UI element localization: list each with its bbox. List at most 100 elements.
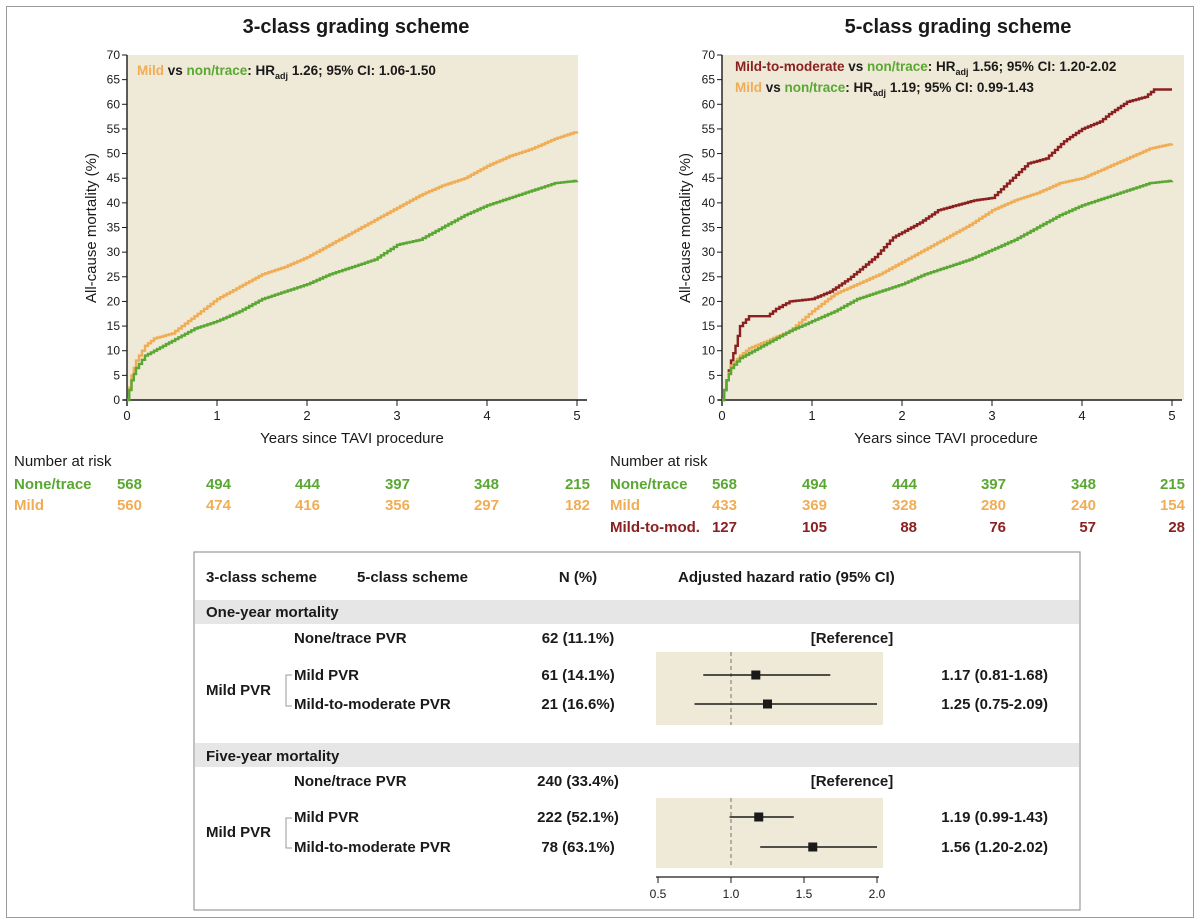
- y-tick-label: 10: [107, 344, 121, 358]
- section-title: Five-year mortality: [206, 748, 340, 765]
- forest-tick-label: 1.0: [723, 887, 740, 901]
- risk-row-label: None/trace: [610, 476, 688, 493]
- row-n-percent: 61 (14.1%): [541, 667, 614, 684]
- y-tick-label: 70: [702, 48, 716, 62]
- x-tick-label: 0: [123, 408, 130, 423]
- y-tick-label: 45: [702, 171, 716, 185]
- row-n-percent: 222 (52.1%): [537, 809, 619, 826]
- y-tick-label: 35: [107, 221, 121, 235]
- y-tick-label: 35: [702, 221, 716, 235]
- risk-value: 433: [712, 497, 737, 514]
- risk-value: 182: [565, 497, 590, 514]
- row-ci-text: [Reference]: [811, 630, 894, 647]
- risk-value: 328: [892, 497, 917, 514]
- risk-value: 560: [117, 497, 142, 514]
- x-axis-label: Years since TAVI procedure: [260, 430, 444, 447]
- risk-value: 474: [206, 497, 232, 514]
- risk-value: 397: [385, 476, 410, 493]
- x-tick-label: 1: [808, 408, 815, 423]
- row-label: None/trace PVR: [294, 773, 407, 790]
- series-line-none_trace: [127, 179, 579, 402]
- y-tick-label: 0: [113, 393, 120, 407]
- x-tick-label: 0: [718, 408, 725, 423]
- risk-value: 416: [295, 497, 320, 514]
- plot-background: [127, 55, 578, 400]
- x-tick-label: 2: [303, 408, 310, 423]
- risk-table-title: Number at risk: [610, 453, 708, 470]
- y-tick-label: 5: [113, 368, 120, 382]
- table-body: One-year mortality Mild PVR None/trace PVR…: [195, 600, 1079, 856]
- section-title: One-year mortality: [206, 604, 339, 621]
- forest-tick-label: 1.5: [796, 887, 813, 901]
- forest-plot: 0.5 1.0 1.5 2.0: [650, 652, 886, 901]
- risk-value: 154: [1160, 497, 1186, 514]
- y-tick-label: 0: [708, 393, 715, 407]
- row-label: Mild-to-moderate PVR: [294, 696, 451, 713]
- hazard-annotation: Mild vs non/trace: HRadj 1.26; 95% CI: 1…: [137, 63, 436, 81]
- row-n-percent: 78 (63.1%): [541, 839, 614, 856]
- risk-value: 494: [206, 476, 232, 493]
- km-panel-3-class: 3-class grading scheme Mild vs non/trace…: [14, 16, 590, 514]
- y-tick-label: 55: [107, 122, 121, 136]
- hazard-ratio-point: [763, 699, 772, 709]
- x-tick-label: 5: [1168, 408, 1175, 423]
- risk-value: 280: [981, 497, 1006, 514]
- x-tick-label: 4: [483, 408, 490, 423]
- column-header: N (%): [559, 569, 597, 586]
- hazard-ratio-annotation: Mild vs non/trace: HRadj 1.19; 95% CI: 0…: [735, 80, 1034, 98]
- section-band: [195, 600, 1079, 624]
- number-at-risk-table: Number at risk None/trace 568 494 444 397 348 2…: [610, 453, 1186, 536]
- x-tick-label: 3: [988, 408, 995, 423]
- y-tick-label: 20: [702, 294, 716, 308]
- row-n-percent: 21 (16.6%): [541, 696, 614, 713]
- risk-value: 105: [802, 519, 827, 536]
- x-axis-label: Years since TAVI procedure: [854, 430, 1038, 447]
- series-line-none_trace: [722, 179, 1174, 402]
- y-tick-label: 55: [702, 122, 716, 136]
- risk-value: 444: [892, 476, 918, 493]
- plot-background: [722, 55, 1184, 400]
- y-tick-label: 65: [702, 73, 716, 87]
- row-label: None/trace PVR: [294, 630, 407, 647]
- x-tick-label: 2: [898, 408, 905, 423]
- figure-frame: [6, 6, 1194, 918]
- risk-value: 76: [989, 519, 1006, 536]
- y-tick-label: 40: [702, 196, 716, 210]
- series-line-mild: [127, 131, 579, 402]
- forest-background: [656, 652, 883, 725]
- hazard-ratio-point: [808, 842, 818, 852]
- y-tick-label: 25: [107, 270, 121, 284]
- risk-value: 215: [565, 476, 590, 493]
- y-tick-label: 45: [107, 171, 121, 185]
- y-tick-label: 30: [702, 245, 716, 259]
- group-brace: [285, 817, 292, 849]
- chart-title: 3-class grading scheme: [243, 16, 470, 38]
- chart-title: 5-class grading scheme: [845, 16, 1072, 38]
- column-header: 3-class scheme: [206, 569, 317, 586]
- forest-tick-label: 0.5: [650, 887, 667, 901]
- y-tick-label: 15: [107, 319, 121, 333]
- table-header: 3-class scheme 5-class scheme N (%) Adjuste…: [206, 569, 895, 586]
- risk-value: 568: [712, 476, 737, 493]
- risk-value: 127: [712, 519, 737, 536]
- y-tick-label: 70: [107, 48, 121, 62]
- risk-value: 348: [474, 476, 499, 493]
- km-panel-5-class: 5-class grading scheme Mild-to-moderate …: [610, 16, 1186, 536]
- risk-table-title: Number at risk: [14, 453, 112, 470]
- y-axis-label: All-cause mortality (%): [677, 153, 694, 303]
- hazard-ratio-point: [754, 812, 764, 822]
- hazard-ratio-annotation: Mild-to-moderate vs non/trace: HRadj 1.5…: [735, 59, 1116, 77]
- y-tick-label: 60: [702, 97, 716, 111]
- y-tick-label: 40: [107, 196, 121, 210]
- risk-row-label: Mild: [610, 497, 640, 514]
- y-tick-label: 10: [702, 344, 716, 358]
- row-label: Mild PVR: [294, 667, 359, 684]
- y-axis-label: All-cause mortality (%): [83, 153, 100, 303]
- hazard-ratio-point: [751, 670, 761, 680]
- risk-value: 348: [1071, 476, 1096, 493]
- risk-value: 494: [802, 476, 828, 493]
- row-ci-text: 1.25 (0.75-2.09): [941, 696, 1048, 713]
